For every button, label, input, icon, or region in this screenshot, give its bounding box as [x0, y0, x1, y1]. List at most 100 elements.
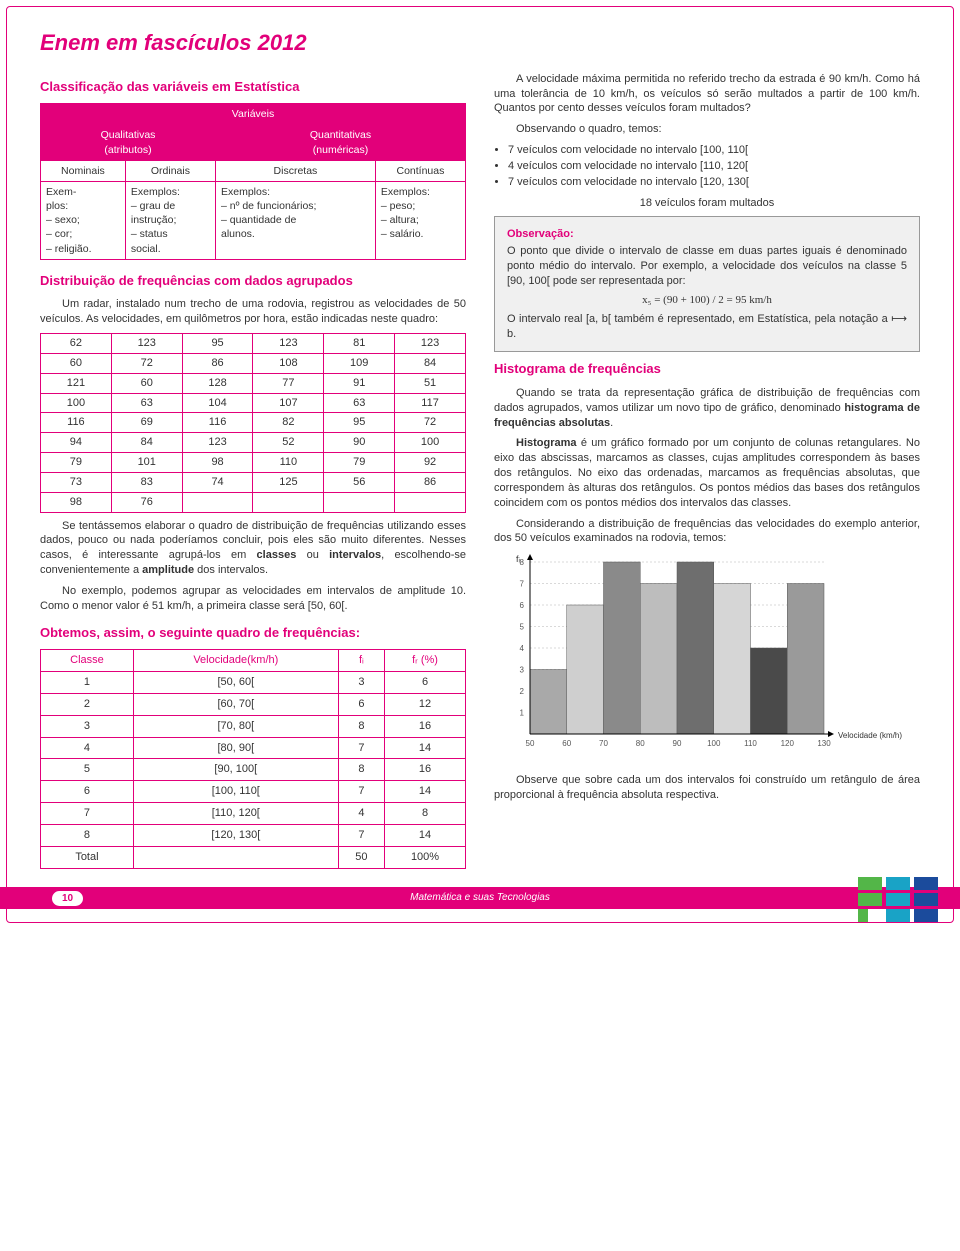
data-cell: 121: [41, 373, 112, 393]
freq-cell: 8: [41, 824, 134, 846]
svg-text:50: 50: [526, 739, 535, 748]
freq-cell: 7: [338, 824, 384, 846]
hist-p1: Quando se trata da representação gráfica…: [494, 386, 920, 431]
freq-header: fᵢ: [338, 650, 384, 672]
freq-cell: 7: [338, 781, 384, 803]
freq-cell: 5: [41, 759, 134, 781]
data-cell: 123: [111, 334, 182, 354]
data-cell: 123: [182, 433, 253, 453]
r-intro: A velocidade máxima permitida no referid…: [494, 72, 920, 117]
freq-cell: [60, 70[: [133, 693, 338, 715]
svg-text:Velocidade (km/h): Velocidade (km/h): [838, 731, 902, 740]
bullet-list: 7 veículos com velocidade no intervalo […: [508, 143, 920, 190]
freq-cell: 4: [41, 737, 134, 759]
vars-nominais: Nominais: [41, 160, 126, 181]
freq-cell: 8: [338, 715, 384, 737]
vars-quant: Quantitativas (numéricas): [215, 125, 465, 160]
data-cell: [253, 492, 324, 512]
freq-cell: 14: [385, 737, 466, 759]
data-cell: 125: [253, 472, 324, 492]
freq-cell: 4: [338, 803, 384, 825]
footer-subject: Matemática e suas Tecnologias: [0, 891, 960, 905]
speed-data-grid: 6212395123811236072861081098412160128779…: [40, 333, 466, 513]
freq-cell: 16: [385, 715, 466, 737]
svg-text:2: 2: [520, 687, 525, 696]
svg-text:60: 60: [562, 739, 571, 748]
obs-after: O intervalo real [a, b[ também é represe…: [507, 313, 907, 340]
obs-formula: x₅ = (90 + 100) / 2 = 95 km/h: [507, 293, 907, 308]
bullet-item: 7 veículos com velocidade no intervalo […: [508, 143, 920, 158]
data-cell: 128: [182, 373, 253, 393]
bullet-item: 4 veículos com velocidade no intervalo […: [508, 159, 920, 174]
freq-cell: 7: [338, 737, 384, 759]
data-cell: 100: [41, 393, 112, 413]
svg-text:6: 6: [520, 601, 525, 610]
data-cell: 84: [111, 433, 182, 453]
data-cell: 123: [253, 334, 324, 354]
freq-header: Classe: [41, 650, 134, 672]
freq-cell: 14: [385, 781, 466, 803]
data-cell: 77: [253, 373, 324, 393]
data-cell: [324, 492, 395, 512]
histogram-svg: 123456785060708090100110120130fᵢVelocida…: [494, 552, 914, 762]
data-cell: 84: [395, 353, 466, 373]
freq-cell: 16: [385, 759, 466, 781]
freq-cell: [50, 60[: [133, 672, 338, 694]
data-cell: 62: [41, 334, 112, 354]
svg-text:7: 7: [520, 580, 525, 589]
freq-cell: [90, 100[: [133, 759, 338, 781]
data-cell: 51: [395, 373, 466, 393]
freq-header: Velocidade(km/h): [133, 650, 338, 672]
vars-ordinais: Ordinais: [125, 160, 215, 181]
data-cell: 82: [253, 413, 324, 433]
svg-text:8: 8: [520, 558, 525, 567]
freq-cell: [100, 110[: [133, 781, 338, 803]
freq-cell: 100%: [385, 846, 466, 868]
svg-text:80: 80: [636, 739, 645, 748]
data-cell: 116: [41, 413, 112, 433]
data-cell: 107: [253, 393, 324, 413]
after-grid-p2: No exemplo, podemos agrupar as velocidad…: [40, 584, 466, 614]
data-cell: 72: [395, 413, 466, 433]
freq-cell: 6: [385, 672, 466, 694]
obs-body: O ponto que divide o intervalo de classe…: [507, 245, 907, 287]
data-cell: [395, 492, 466, 512]
freq-cell: [80, 90[: [133, 737, 338, 759]
data-cell: 123: [395, 334, 466, 354]
vars-discretas: Discretas: [215, 160, 375, 181]
section-obtemos: Obtemos, assim, o seguinte quadro de fre…: [40, 624, 466, 642]
freq-header: fᵣ (%): [385, 650, 466, 672]
frequency-table: ClasseVelocidade(km/h)fᵢfᵣ (%)1[50, 60[3…: [40, 649, 466, 868]
after-grid-p1: Se tentássemos elaborar o quadro de dist…: [40, 519, 466, 578]
fbe-logo: [858, 877, 938, 923]
freq-cell: [70, 80[: [133, 715, 338, 737]
data-cell: 116: [182, 413, 253, 433]
data-cell: 83: [111, 472, 182, 492]
radar-paragraph: Um radar, instalado num trecho de uma ro…: [40, 297, 466, 327]
left-column: Classificação das variáveis em Estatísti…: [40, 72, 466, 869]
vars-ex-ord: Exemplos: – grau de instrução; – status …: [125, 181, 215, 259]
observation-box: Observação: O ponto que divide o interva…: [494, 216, 920, 352]
data-cell: 94: [41, 433, 112, 453]
freq-cell: 3: [338, 672, 384, 694]
data-cell: 98: [182, 453, 253, 473]
vars-ex-cont: Exemplos: – peso; – altura; – salário.: [375, 181, 465, 259]
data-cell: 110: [253, 453, 324, 473]
data-cell: 86: [182, 353, 253, 373]
freq-cell: [120, 130[: [133, 824, 338, 846]
data-cell: 63: [111, 393, 182, 413]
svg-text:110: 110: [744, 739, 757, 748]
hist-p3: Considerando a distribuição de frequênci…: [494, 517, 920, 547]
vars-ex-nom: Exem- plos: – sexo; – cor; – religião.: [41, 181, 126, 259]
data-cell: 60: [111, 373, 182, 393]
data-cell: 98: [41, 492, 112, 512]
obs-title: Observação:: [507, 227, 907, 242]
doc-title: Enem em fascículos 2012: [40, 28, 920, 58]
svg-text:4: 4: [520, 644, 525, 653]
freq-cell: [133, 846, 338, 868]
data-cell: 95: [182, 334, 253, 354]
svg-text:3: 3: [520, 666, 525, 675]
data-cell: 56: [324, 472, 395, 492]
svg-text:70: 70: [599, 739, 608, 748]
bullet-item: 7 veículos com velocidade no intervalo […: [508, 175, 920, 190]
